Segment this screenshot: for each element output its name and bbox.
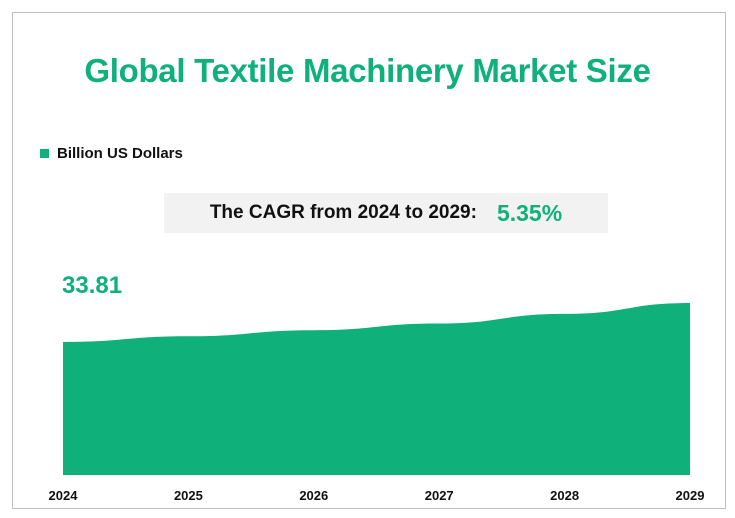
cagr-label: The CAGR from 2024 to 2029: [209, 202, 477, 223]
x-tick-2024: 2024 [49, 488, 79, 503]
chart-title: Global Textile Machinery Market Size [84, 52, 651, 89]
series-area [63, 303, 690, 475]
x-tick-2026: 2026 [299, 488, 328, 503]
cagr-value: 5.35% [496, 199, 563, 226]
x-axis: 2024 2025 2026 2027 2028 2029 [49, 488, 705, 503]
x-tick-2025: 2025 [174, 488, 203, 503]
legend-swatch [40, 148, 49, 158]
x-tick-2028: 2028 [550, 488, 579, 503]
cagr-box: The CAGR from 2024 to 2029: 5.35% [164, 193, 608, 233]
x-tick-2029: 2029 [676, 488, 705, 503]
data-label-2024: 33.81 [62, 272, 123, 299]
x-tick-2027: 2027 [425, 488, 454, 503]
legend: Billion US Dollars [40, 143, 183, 163]
legend-label: Billion US Dollars [57, 144, 183, 162]
